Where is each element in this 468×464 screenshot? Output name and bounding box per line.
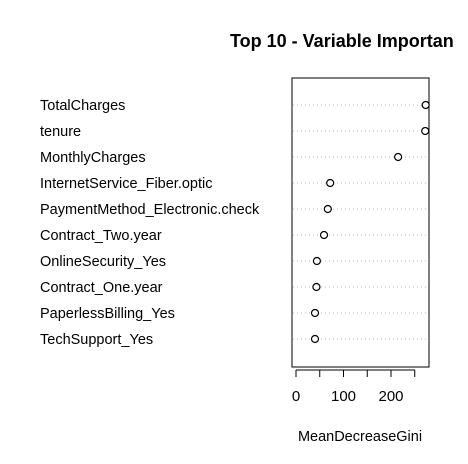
data-point (326, 178, 335, 188)
grid-lines (293, 104, 428, 340)
data-point (310, 334, 320, 344)
variable-label: InternetService_Fiber.optic (40, 176, 212, 192)
x-tick-label: 0 (292, 388, 300, 405)
x-axis-title: MeanDecreaseGini (298, 429, 422, 445)
variable-label: TechSupport_Yes (40, 332, 153, 348)
data-point (421, 126, 430, 136)
x-tick-label: 200 (378, 388, 403, 405)
variable-label: Contract_Two.year (40, 228, 162, 244)
chart-title: Top 10 - Variable Importan (230, 31, 454, 51)
x-axis: 0 100 200 (292, 369, 416, 405)
variable-label: PaperlessBilling_Yes (40, 306, 175, 322)
variable-label: OnlineSecurity_Yes (40, 254, 166, 270)
data-point (394, 152, 403, 162)
data-point (310, 308, 320, 318)
variable-label: PaymentMethod_Electronic.check (40, 202, 260, 218)
variable-label: TotalCharges (40, 98, 125, 114)
variable-label: MonthlyCharges (40, 150, 146, 166)
data-point (312, 256, 321, 266)
plot-frame (291, 77, 430, 368)
data-point (421, 100, 430, 110)
data-point (323, 204, 332, 214)
x-tick-label: 100 (331, 388, 356, 405)
data-points (310, 100, 430, 344)
variable-label: Contract_One.year (40, 280, 163, 296)
variable-labels: TotalCharges tenure MonthlyCharges Internet… (40, 98, 260, 348)
variable-label: tenure (40, 124, 81, 140)
data-point (319, 230, 329, 240)
data-point (312, 282, 321, 292)
